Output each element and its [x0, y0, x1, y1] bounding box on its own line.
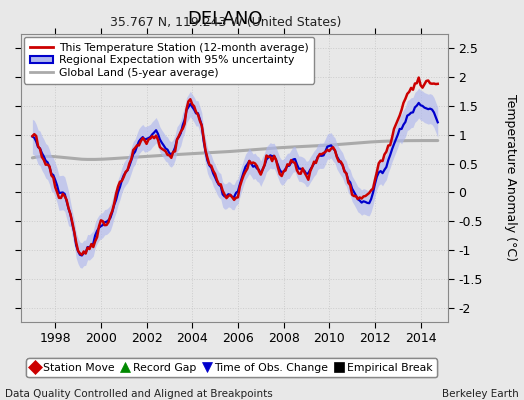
Text: Berkeley Earth: Berkeley Earth [442, 389, 519, 399]
Text: Data Quality Controlled and Aligned at Breakpoints: Data Quality Controlled and Aligned at B… [5, 389, 273, 399]
Text: DELANO: DELANO [188, 10, 263, 28]
Text: 35.767 N, 119.243 W (United States): 35.767 N, 119.243 W (United States) [110, 16, 341, 29]
Legend: Station Move, Record Gap, Time of Obs. Change, Empirical Break: Station Move, Record Gap, Time of Obs. C… [26, 358, 437, 377]
Y-axis label: Temperature Anomaly (°C): Temperature Anomaly (°C) [504, 94, 517, 262]
